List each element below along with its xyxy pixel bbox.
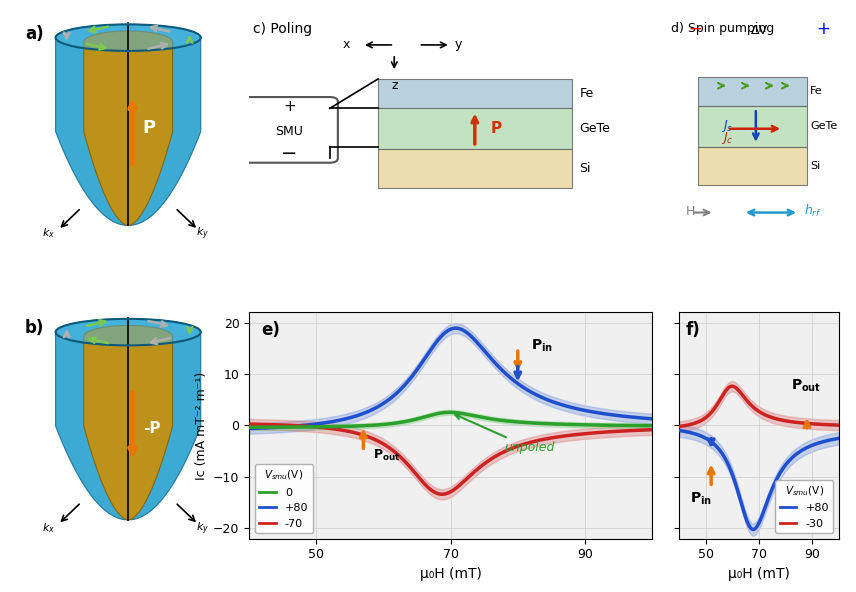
FancyBboxPatch shape [698,76,807,106]
Text: y: y [455,38,462,52]
Legend: +80, -30: +80, -30 [776,480,834,533]
Text: $J_c$: $J_c$ [721,130,733,146]
Polygon shape [56,319,201,520]
Text: −: − [688,20,702,38]
Text: $k_x$: $k_x$ [42,227,56,240]
Text: -P: -P [143,421,160,436]
Text: ΔV: ΔV [751,24,768,37]
FancyBboxPatch shape [698,106,807,147]
Polygon shape [84,326,173,520]
Text: −: − [282,144,298,163]
Text: x: x [342,38,349,52]
Text: Fe: Fe [810,86,823,96]
Text: $J_s$: $J_s$ [721,118,733,134]
Text: $\mathbf{P_{in}}$: $\mathbf{P_{in}}$ [690,491,711,507]
Text: b): b) [25,319,45,337]
Text: $k_y$: $k_y$ [196,226,209,242]
Text: unpoled: unpoled [455,414,555,454]
Polygon shape [56,24,201,226]
Text: f): f) [686,321,700,339]
Text: z: z [391,79,397,92]
Text: a): a) [25,24,44,43]
Text: c) Poling: c) Poling [253,22,312,36]
FancyBboxPatch shape [241,97,338,163]
FancyBboxPatch shape [378,149,572,188]
Text: Fe: Fe [580,87,594,100]
Text: P: P [143,119,156,137]
Text: d) Spin pumping: d) Spin pumping [671,22,775,36]
Text: $\mathbf{P_{in}}$: $\mathbf{P_{in}}$ [532,338,553,355]
Text: $\mathbf{P_{out}}$: $\mathbf{P_{out}}$ [373,448,401,463]
X-axis label: μ₀H (mT): μ₀H (mT) [728,567,790,581]
FancyBboxPatch shape [378,108,572,149]
Ellipse shape [56,319,201,345]
Text: Si: Si [810,161,820,171]
Text: e): e) [261,321,280,339]
Text: +: + [283,99,296,114]
Text: SMU: SMU [276,124,303,137]
Text: P: P [491,121,502,136]
Text: H: H [686,205,695,218]
Text: Si: Si [580,162,591,175]
Ellipse shape [56,24,201,51]
Y-axis label: Iᴄ (mA mT⁻² m⁻¹): Iᴄ (mA mT⁻² m⁻¹) [194,371,207,480]
Text: $h_{rf}$: $h_{rf}$ [804,203,822,219]
Polygon shape [84,31,173,226]
FancyBboxPatch shape [698,147,807,185]
X-axis label: μ₀H (mT): μ₀H (mT) [419,567,482,581]
Text: +: + [816,20,829,38]
Text: $k_y$: $k_y$ [196,520,209,537]
FancyBboxPatch shape [378,79,572,108]
Text: $\mathbf{P_{out}}$: $\mathbf{P_{out}}$ [791,378,821,394]
Text: GeTe: GeTe [580,122,610,135]
Text: GeTe: GeTe [810,121,837,131]
Legend: 0, +80, -70: 0, +80, -70 [255,464,312,533]
Text: $k_x$: $k_x$ [42,521,56,535]
